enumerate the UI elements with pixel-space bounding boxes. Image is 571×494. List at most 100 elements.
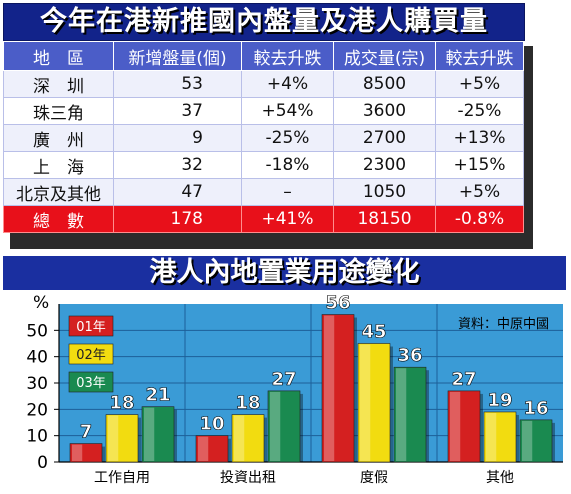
x-tick-label: 度假	[360, 470, 388, 486]
total-change-2: -0.8%	[435, 205, 524, 233]
y-axis-label: %	[33, 293, 49, 313]
housing-table: 地 區 新增盤量(個) 較去升跌 成交量(宗) 較去升跌 深 圳 53 +4% …	[3, 41, 524, 233]
y-tick-label: 50	[26, 321, 48, 341]
data-label: 56	[325, 293, 350, 314]
cell-transactions: 8500	[333, 70, 436, 98]
table-title: 今年在港新推國內盤量及港人購買量	[3, 3, 525, 41]
data-label: 10	[199, 414, 224, 435]
cell-region: 北京及其他	[3, 178, 114, 206]
cell-new-supply: 32	[113, 151, 242, 179]
bar-highlight	[522, 420, 533, 461]
col-header-region: 地 區	[3, 41, 114, 71]
bar	[321, 314, 355, 463]
bar-highlight	[396, 368, 407, 461]
col-header-new-supply: 新增盤量(個)	[113, 41, 242, 71]
legend-swatch	[68, 315, 114, 337]
cell-change-2: -25%	[435, 97, 524, 125]
cell-transactions: 2700	[333, 124, 436, 152]
table-row: 上 海 32 -18% 2300 +15%	[3, 151, 524, 179]
bar-highlight	[108, 415, 119, 461]
cell-region: 深 圳	[3, 70, 114, 98]
cell-change-2: +5%	[435, 178, 524, 206]
x-tick-label: 工作自用	[94, 470, 150, 486]
cell-new-supply: 37	[113, 97, 242, 125]
cell-transactions: 3600	[333, 97, 436, 125]
y-tick-label: 40	[26, 348, 48, 368]
bar-highlight	[198, 436, 209, 461]
bar	[393, 366, 427, 463]
bar	[447, 390, 481, 463]
bar-highlight	[324, 315, 335, 461]
data-label: 21	[145, 385, 170, 406]
data-label: 7	[80, 422, 93, 443]
source-note: 資料：中原中國	[458, 317, 549, 332]
bar	[69, 443, 103, 463]
total-label: 總 數	[3, 205, 114, 233]
data-label: 36	[397, 345, 422, 366]
cell-change: +4%	[241, 70, 334, 98]
legend-label: 03年	[76, 376, 106, 391]
col-header-transactions: 成交量(宗)	[333, 41, 436, 71]
bar-highlight	[486, 412, 497, 461]
total-transactions: 18150	[333, 205, 436, 233]
bar-highlight	[72, 444, 83, 461]
legend-swatch	[68, 371, 114, 393]
y-tick-label: 30	[26, 374, 48, 394]
cell-change: –	[241, 178, 334, 206]
data-label: 16	[523, 398, 548, 419]
cell-region: 廣 州	[3, 124, 114, 152]
x-tick-label: 投資出租	[220, 470, 276, 486]
x-tick-label: 其他	[486, 470, 514, 486]
cell-new-supply: 9	[113, 124, 242, 152]
cell-change-2: +13%	[435, 124, 524, 152]
table-row: 珠三角 37 +54% 3600 -25%	[3, 97, 524, 125]
bar	[105, 414, 139, 463]
table-row: 北京及其他 47 – 1050 +5%	[3, 178, 524, 206]
col-header-change: 較去升跌	[241, 41, 334, 71]
bar	[267, 390, 301, 463]
bar-highlight	[144, 407, 155, 461]
bar	[519, 419, 553, 463]
data-label: 45	[361, 322, 386, 343]
table-row: 廣 州 9 -25% 2700 +13%	[3, 124, 524, 152]
bar	[195, 435, 229, 463]
table-total-row: 總 數 178 +41% 18150 -0.8%	[3, 205, 524, 233]
cell-change: +54%	[241, 97, 334, 125]
bar	[483, 411, 517, 463]
legend-label: 01年	[76, 320, 106, 335]
bar-highlight	[450, 391, 461, 461]
data-label: 27	[271, 369, 296, 390]
y-tick-label: 20	[26, 400, 48, 420]
legend-label: 02年	[76, 348, 106, 363]
cell-new-supply: 53	[113, 70, 242, 98]
legend-swatch	[68, 343, 114, 365]
cell-change: -18%	[241, 151, 334, 179]
bar-highlight	[360, 344, 371, 461]
table-header-row: 地 區 新增盤量(個) 較去升跌 成交量(宗) 較去升跌	[3, 41, 524, 71]
table-row: 深 圳 53 +4% 8500 +5%	[3, 70, 524, 98]
cell-new-supply: 47	[113, 178, 242, 206]
cell-change-2: +5%	[435, 70, 524, 98]
y-tick-label: 0	[37, 453, 48, 473]
y-tick-label: 10	[26, 427, 48, 447]
cell-region: 珠三角	[3, 97, 114, 125]
data-label: 18	[109, 393, 134, 414]
data-label: 18	[235, 393, 260, 414]
bar-highlight	[234, 415, 245, 461]
total-change: +41%	[241, 205, 334, 233]
col-header-change-2: 較去升跌	[435, 41, 524, 71]
bar	[357, 343, 391, 463]
cell-transactions: 1050	[333, 178, 436, 206]
cell-change-2: +15%	[435, 151, 524, 179]
chart-title: 港人內地置業用途變化	[3, 256, 566, 290]
bar	[141, 406, 175, 463]
cell-change: -25%	[241, 124, 334, 152]
cell-region: 上 海	[3, 151, 114, 179]
data-label: 19	[487, 390, 512, 411]
bar	[231, 414, 265, 463]
cell-transactions: 2300	[333, 151, 436, 179]
chart-container: % 0 10 20 30 40 50 7 18 21 工作自用 10 18 27 投資出租 56 45 36 度假 2…	[3, 290, 569, 490]
bar-chart: % 0 10 20 30 40 50 7 18 21 工作自用 10 18 27 投資出租 56 45 36 度假 2…	[26, 292, 563, 486]
bar-highlight	[270, 391, 281, 461]
data-label: 27	[451, 369, 476, 390]
